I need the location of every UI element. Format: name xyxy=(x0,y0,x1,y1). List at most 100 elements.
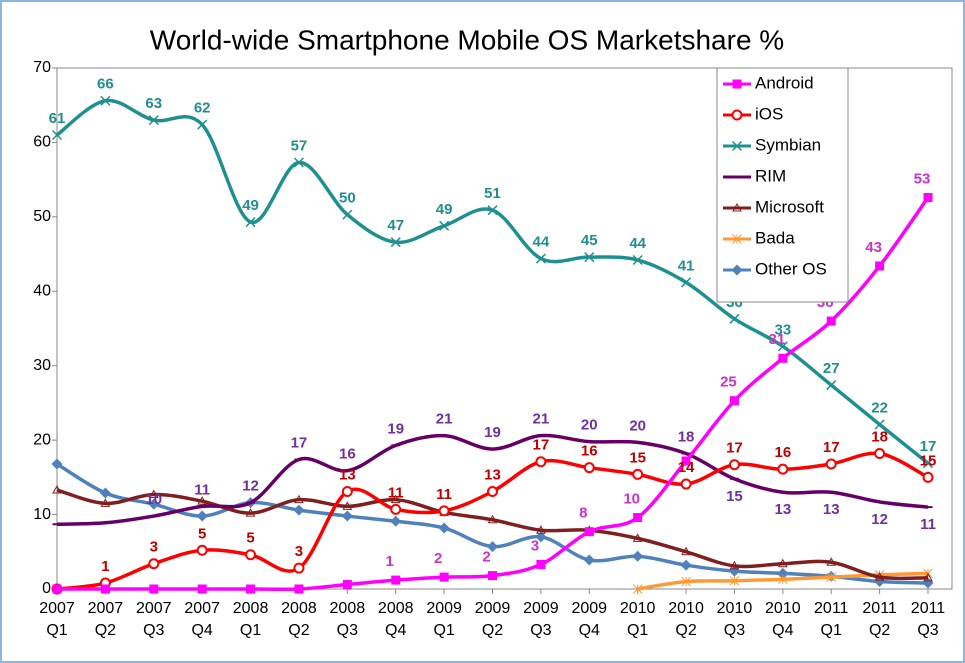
data-label: 12 xyxy=(242,478,259,495)
marker xyxy=(196,510,208,522)
series-line xyxy=(56,488,929,581)
data-label: 20 xyxy=(629,417,646,434)
marker xyxy=(246,584,256,594)
data-label: 63 xyxy=(145,95,162,112)
data-label: 21 xyxy=(533,411,550,428)
legend-label: Bada xyxy=(755,228,795,247)
data-label: 11 xyxy=(436,486,452,503)
marker xyxy=(680,478,692,490)
data-label: 17 xyxy=(291,434,308,451)
marker xyxy=(778,353,788,363)
marker xyxy=(293,562,305,574)
marker xyxy=(148,498,160,510)
x-tick-label: 2009 Q1 xyxy=(426,600,462,639)
data-label: 13 xyxy=(774,501,791,518)
marker xyxy=(341,510,353,522)
data-label: 27 xyxy=(823,360,840,377)
marker xyxy=(148,489,159,498)
data-label: 43 xyxy=(865,239,882,256)
marker xyxy=(633,513,643,523)
marker xyxy=(100,498,111,507)
marker xyxy=(728,459,740,471)
x-tick-label: 2007 Q3 xyxy=(136,600,172,639)
marker xyxy=(148,115,159,126)
x-tick-label: 2007 Q2 xyxy=(88,600,124,639)
marker xyxy=(826,572,837,582)
data-label: 15 xyxy=(920,452,937,469)
marker xyxy=(51,129,63,141)
data-label: 10 xyxy=(145,491,162,508)
data-label: 49 xyxy=(436,201,453,218)
data-label: 17 xyxy=(920,438,937,455)
data-label: 50 xyxy=(339,190,356,207)
data-label: 1 xyxy=(386,553,394,570)
marker xyxy=(439,220,450,231)
marker xyxy=(632,533,643,542)
marker xyxy=(390,515,402,527)
marker xyxy=(149,584,159,594)
x-tick-label: 2008 Q2 xyxy=(281,600,317,639)
data-label: 44 xyxy=(533,234,550,251)
x-tick-label: 2009 Q4 xyxy=(571,600,607,639)
data-label: 3 xyxy=(295,543,303,560)
marker xyxy=(923,193,933,203)
marker xyxy=(391,575,401,585)
legend-label: Symbian xyxy=(755,135,821,154)
data-label: 18 xyxy=(678,429,695,446)
plot-area xyxy=(56,67,953,590)
data-label: 14 xyxy=(678,459,695,476)
marker xyxy=(729,396,739,406)
marker xyxy=(583,462,595,474)
marker xyxy=(52,584,62,594)
marker xyxy=(732,79,742,89)
data-label: 5 xyxy=(198,525,206,542)
marker xyxy=(922,458,934,469)
marker xyxy=(731,140,743,152)
marker xyxy=(874,448,886,460)
marker xyxy=(731,264,743,276)
marker xyxy=(826,380,837,391)
marker xyxy=(777,341,788,352)
marker xyxy=(632,550,644,562)
data-label: 57 xyxy=(291,137,308,154)
marker xyxy=(632,468,644,480)
data-label: 44 xyxy=(629,235,646,252)
marker xyxy=(681,576,691,587)
y-tick-label: 0 xyxy=(42,580,51,597)
marker xyxy=(197,584,207,594)
marker xyxy=(536,559,546,569)
data-label: 17 xyxy=(533,437,550,454)
data-label: 5 xyxy=(246,530,254,547)
legend-label: Android xyxy=(755,73,814,92)
marker xyxy=(874,419,885,430)
marker xyxy=(342,501,353,510)
marker xyxy=(439,572,449,582)
x-tick-label: 2011 Q3 xyxy=(911,600,946,639)
x-tick-label: 2010 Q4 xyxy=(765,600,801,639)
data-label: 11 xyxy=(194,481,210,498)
marker xyxy=(294,494,304,504)
data-label: 2 xyxy=(434,550,442,567)
x-tick-label: 2011 Q2 xyxy=(862,600,897,639)
data-label: 3 xyxy=(531,537,539,554)
y-tick-label: 50 xyxy=(33,208,51,225)
marker xyxy=(197,119,208,130)
data-label: 3 xyxy=(150,539,158,556)
x-tick-label: 2009 Q3 xyxy=(523,600,559,639)
marker xyxy=(197,496,208,505)
marker xyxy=(390,503,402,515)
data-label: 66 xyxy=(97,76,114,93)
marker xyxy=(535,456,547,468)
data-label: 16 xyxy=(581,443,598,460)
data-label: 17 xyxy=(726,440,743,457)
legend-label: Other OS xyxy=(755,259,827,278)
data-label: 61 xyxy=(49,110,66,127)
data-label: 1 xyxy=(101,558,109,575)
marker xyxy=(826,316,836,326)
marker xyxy=(632,254,643,266)
marker xyxy=(681,277,692,288)
marker xyxy=(728,565,740,577)
y-tick-label: 40 xyxy=(33,283,51,300)
data-label: 41 xyxy=(678,257,695,274)
